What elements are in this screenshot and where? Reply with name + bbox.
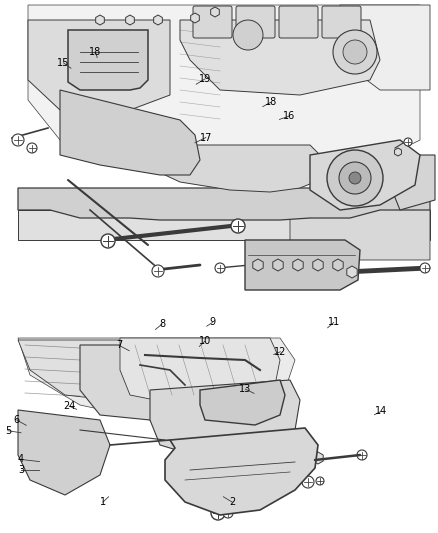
Polygon shape: [395, 148, 402, 156]
Polygon shape: [211, 7, 219, 17]
Polygon shape: [154, 15, 162, 25]
Text: 6: 6: [14, 415, 20, 425]
Polygon shape: [28, 5, 420, 180]
Circle shape: [152, 265, 164, 277]
Polygon shape: [180, 20, 380, 95]
Polygon shape: [68, 30, 148, 90]
FancyBboxPatch shape: [322, 6, 361, 38]
Text: 16: 16: [283, 111, 295, 121]
Text: 19: 19: [199, 74, 211, 84]
Text: 18: 18: [265, 98, 277, 107]
Polygon shape: [150, 380, 300, 460]
Text: 7: 7: [116, 341, 122, 350]
Polygon shape: [126, 15, 134, 25]
Polygon shape: [290, 195, 430, 260]
Text: 11: 11: [328, 318, 340, 327]
Polygon shape: [310, 140, 420, 210]
Polygon shape: [95, 15, 104, 25]
Text: 9: 9: [209, 318, 215, 327]
Circle shape: [223, 508, 233, 518]
Circle shape: [215, 263, 225, 273]
FancyBboxPatch shape: [236, 6, 275, 38]
Circle shape: [327, 150, 383, 206]
Polygon shape: [347, 266, 357, 278]
Polygon shape: [293, 259, 303, 271]
Circle shape: [101, 234, 115, 248]
Circle shape: [357, 450, 367, 460]
Polygon shape: [313, 452, 323, 464]
Polygon shape: [191, 13, 199, 23]
Polygon shape: [120, 338, 280, 405]
Circle shape: [420, 263, 430, 273]
Text: 2: 2: [229, 497, 235, 507]
Circle shape: [339, 162, 371, 194]
Circle shape: [404, 138, 412, 146]
Polygon shape: [18, 340, 145, 400]
Circle shape: [343, 40, 367, 64]
Polygon shape: [18, 210, 430, 240]
Text: 14: 14: [375, 407, 387, 416]
Polygon shape: [18, 338, 295, 420]
Circle shape: [12, 134, 24, 146]
Text: 8: 8: [159, 319, 165, 329]
Polygon shape: [80, 345, 175, 420]
Polygon shape: [18, 410, 110, 495]
Circle shape: [231, 219, 245, 233]
FancyBboxPatch shape: [193, 6, 232, 38]
Text: 3: 3: [18, 465, 24, 475]
Text: 12: 12: [274, 347, 286, 357]
Text: 1: 1: [100, 497, 106, 507]
Text: 5: 5: [5, 426, 11, 435]
Polygon shape: [200, 380, 285, 425]
Polygon shape: [140, 145, 330, 192]
Circle shape: [349, 172, 361, 184]
Polygon shape: [18, 188, 430, 220]
Circle shape: [333, 30, 377, 74]
Circle shape: [233, 20, 263, 50]
Polygon shape: [28, 20, 170, 120]
Polygon shape: [313, 259, 323, 271]
Polygon shape: [273, 259, 283, 271]
Polygon shape: [333, 259, 343, 271]
FancyBboxPatch shape: [279, 6, 318, 38]
Text: 13: 13: [239, 384, 251, 394]
Text: 17: 17: [200, 133, 212, 142]
Polygon shape: [340, 5, 430, 90]
Polygon shape: [60, 90, 200, 175]
Circle shape: [27, 143, 37, 153]
Text: 24: 24: [63, 401, 75, 411]
Polygon shape: [245, 240, 360, 290]
Text: 10: 10: [199, 336, 211, 346]
Text: 18: 18: [89, 47, 102, 57]
Polygon shape: [165, 428, 318, 515]
Text: 4: 4: [18, 455, 24, 464]
Circle shape: [302, 476, 314, 488]
Circle shape: [316, 477, 324, 485]
Polygon shape: [390, 155, 435, 210]
Polygon shape: [253, 259, 263, 271]
Text: 15: 15: [57, 58, 70, 68]
Circle shape: [211, 506, 225, 520]
